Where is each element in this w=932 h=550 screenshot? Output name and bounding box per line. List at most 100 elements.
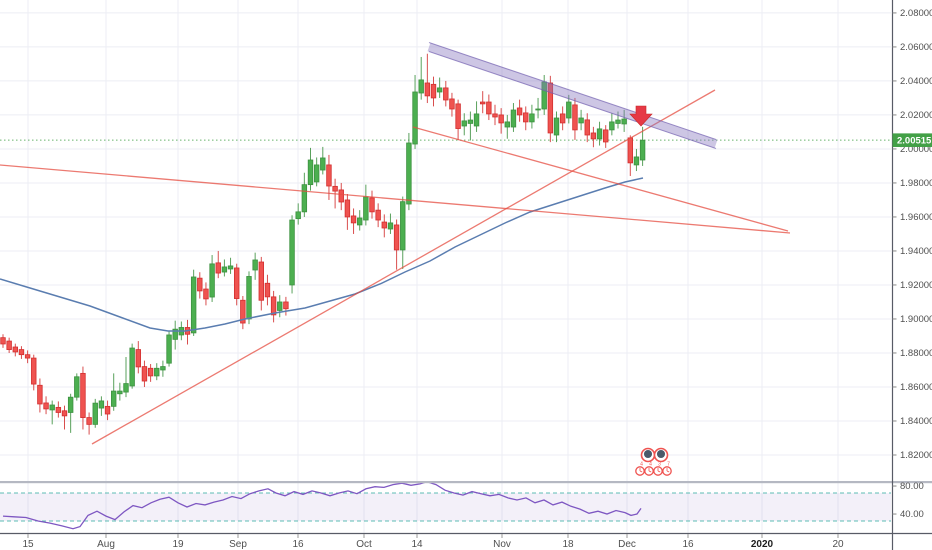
candle[interactable]	[295, 203, 301, 225]
candle[interactable]	[111, 373, 117, 411]
candle[interactable]	[209, 255, 215, 302]
candle[interactable]	[393, 219, 400, 270]
candle[interactable]	[61, 405, 68, 430]
candle[interactable]	[43, 396, 49, 415]
candle[interactable]	[498, 108, 504, 134]
candle[interactable]	[320, 146, 326, 175]
candle[interactable]	[443, 80, 449, 107]
candle[interactable]	[264, 274, 271, 306]
candle[interactable]	[387, 213, 394, 234]
candle[interactable]	[418, 56, 424, 100]
long-descending-trendline[interactable]	[0, 164, 791, 234]
candle[interactable]	[80, 366, 86, 430]
candle[interactable]	[233, 263, 240, 306]
candle[interactable]	[289, 215, 295, 294]
candle[interactable]	[12, 343, 18, 357]
candle[interactable]	[190, 269, 197, 336]
candle[interactable]	[467, 111, 474, 141]
candle[interactable]	[6, 337, 12, 353]
candle[interactable]	[633, 148, 640, 172]
candle[interactable]	[486, 94, 492, 121]
time-scale[interactable]: 15 Aug 19 Sep 16 Oct 14 Nov 18 Dec 16 2020 20	[22, 534, 844, 550]
candle[interactable]	[523, 106, 529, 131]
candle[interactable]	[406, 132, 412, 211]
candle[interactable]	[639, 126, 646, 166]
candle[interactable]	[516, 99, 523, 122]
candle[interactable]	[135, 341, 141, 374]
candle[interactable]	[455, 99, 461, 140]
candle[interactable]	[400, 196, 406, 269]
moving-average-line[interactable]	[0, 177, 644, 332]
candle[interactable]	[252, 252, 258, 280]
candle[interactable]	[55, 401, 62, 418]
candle[interactable]	[49, 400, 55, 425]
candle[interactable]	[615, 111, 621, 129]
candle[interactable]	[350, 208, 357, 234]
candle[interactable]	[104, 400, 111, 421]
candle[interactable]	[375, 203, 381, 228]
candle[interactable]	[67, 393, 74, 433]
candle[interactable]	[184, 319, 191, 345]
candle[interactable]	[369, 190, 375, 219]
candle[interactable]	[479, 91, 486, 114]
short-descending-trendline[interactable]	[412, 126, 789, 232]
candle[interactable]	[227, 257, 234, 274]
candle[interactable]	[240, 296, 246, 330]
candle[interactable]	[24, 350, 31, 364]
candle[interactable]	[553, 111, 560, 143]
candle[interactable]	[37, 378, 43, 413]
candle[interactable]	[326, 154, 332, 200]
pane-separator[interactable]	[0, 481, 932, 484]
candle[interactable]	[154, 363, 160, 381]
candle[interactable]	[461, 113, 467, 136]
rsi-indicator-pane[interactable]	[0, 481, 891, 530]
candle[interactable]	[246, 271, 252, 325]
candle[interactable]	[578, 109, 584, 131]
candle[interactable]	[492, 104, 498, 126]
channel-band-drawing[interactable]	[427, 42, 718, 149]
candle[interactable]	[141, 360, 148, 387]
candle[interactable]	[86, 412, 92, 435]
candle[interactable]	[166, 330, 172, 367]
candle[interactable]	[547, 75, 554, 143]
candle[interactable]	[603, 125, 609, 148]
candle[interactable]	[307, 147, 314, 191]
price-scale[interactable]: 2.08000 2.06000 2.04000 2.02000 2.00000 1.980…	[892, 8, 932, 520]
arrow-down-marker[interactable]	[629, 105, 653, 127]
candle[interactable]	[596, 121, 603, 146]
candle[interactable]	[510, 103, 517, 132]
candle[interactable]	[215, 250, 221, 279]
candle[interactable]	[609, 113, 615, 136]
candle[interactable]	[123, 357, 129, 398]
candle[interactable]	[566, 94, 572, 124]
candle[interactable]	[504, 114, 510, 139]
candle[interactable]	[381, 214, 387, 238]
candle[interactable]	[424, 53, 431, 104]
candle[interactable]	[584, 113, 590, 143]
candle[interactable]	[590, 126, 597, 148]
candle[interactable]	[172, 320, 178, 350]
candle[interactable]	[74, 373, 80, 401]
candle[interactable]	[430, 76, 437, 107]
candle[interactable]	[412, 74, 418, 149]
candle[interactable]	[301, 172, 308, 217]
candle[interactable]	[258, 256, 264, 311]
candle[interactable]	[559, 106, 566, 131]
candle[interactable]	[117, 382, 123, 401]
candle[interactable]	[92, 398, 98, 428]
candle[interactable]	[344, 193, 351, 230]
candle[interactable]	[31, 354, 37, 391]
candle[interactable]	[449, 92, 455, 117]
candle[interactable]	[436, 77, 443, 98]
candle[interactable]	[203, 282, 209, 306]
candle[interactable]	[18, 346, 25, 359]
candle[interactable]	[529, 104, 535, 129]
candle[interactable]	[270, 290, 277, 323]
candle[interactable]	[621, 109, 627, 132]
candle[interactable]	[473, 101, 480, 132]
candle[interactable]	[572, 97, 578, 140]
candle[interactable]	[147, 364, 154, 382]
candle[interactable]	[313, 157, 320, 187]
